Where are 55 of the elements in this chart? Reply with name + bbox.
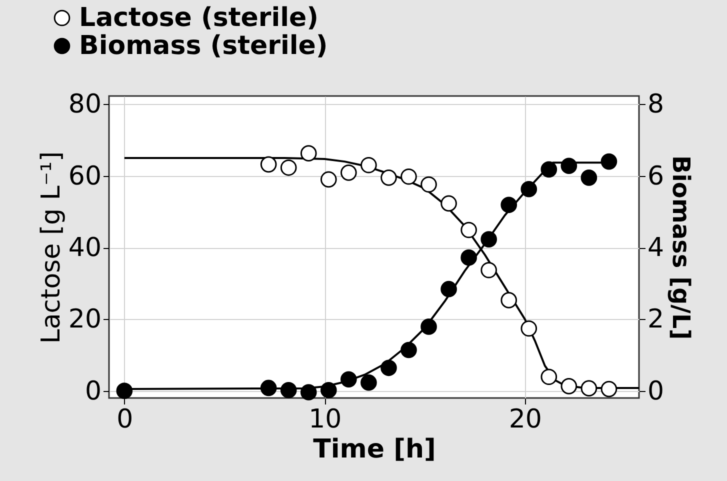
- point: [460, 222, 477, 238]
- y-axis-title: Lactose [g L⁻¹]: [36, 151, 66, 344]
- y2-tick-label: 6: [648, 161, 664, 192]
- point: [360, 156, 377, 174]
- point: [420, 318, 437, 335]
- point: [580, 170, 598, 186]
- point: [260, 380, 277, 396]
- point: [540, 161, 558, 178]
- point: [500, 292, 518, 308]
- point: [340, 371, 357, 388]
- y2-tick-label: 4: [648, 233, 664, 264]
- y-tick-label: 20: [68, 304, 102, 335]
- point: [280, 160, 297, 176]
- point: [320, 382, 337, 398]
- point: [400, 168, 417, 185]
- y2-tick-label: 0: [648, 376, 664, 406]
- x-tick-label: 20: [508, 404, 542, 434]
- x-tick-label: 0: [116, 404, 134, 434]
- point: [260, 156, 277, 173]
- point: [420, 176, 437, 193]
- point: [440, 195, 457, 212]
- y-tick-label: 40: [68, 233, 102, 264]
- point: [520, 320, 538, 337]
- point: [600, 153, 618, 170]
- y-tick-label: 0: [84, 376, 102, 406]
- point: [340, 164, 357, 181]
- point: [360, 374, 377, 391]
- point: [380, 170, 397, 186]
- point: [320, 171, 337, 188]
- point: [280, 382, 297, 398]
- point: [300, 384, 317, 400]
- point: [116, 382, 133, 399]
- y2-tick-label: 8: [648, 90, 664, 120]
- point: [480, 262, 497, 278]
- point: [440, 280, 457, 298]
- y-tick-label: 60: [68, 161, 102, 192]
- point: [560, 158, 578, 174]
- point: [460, 249, 477, 266]
- point: [560, 378, 578, 394]
- x-axis-title: Time [h]: [313, 434, 436, 464]
- point: [600, 380, 618, 398]
- point: [480, 231, 497, 248]
- y-tick-label: 80: [68, 90, 102, 120]
- y2-axis-title: Biomass [g/L]: [667, 155, 696, 340]
- point: [300, 145, 317, 162]
- y2-tick-label: 2: [648, 304, 664, 335]
- legend-label: Lactose (sterile): [79, 3, 319, 33]
- x-tick-label: 10: [308, 404, 342, 434]
- point: [400, 342, 417, 358]
- point: [380, 360, 397, 376]
- point: [540, 368, 558, 386]
- legend-label: Biomass (sterile): [79, 31, 328, 61]
- point: [520, 180, 538, 198]
- point: [500, 196, 518, 214]
- point: [580, 380, 598, 396]
